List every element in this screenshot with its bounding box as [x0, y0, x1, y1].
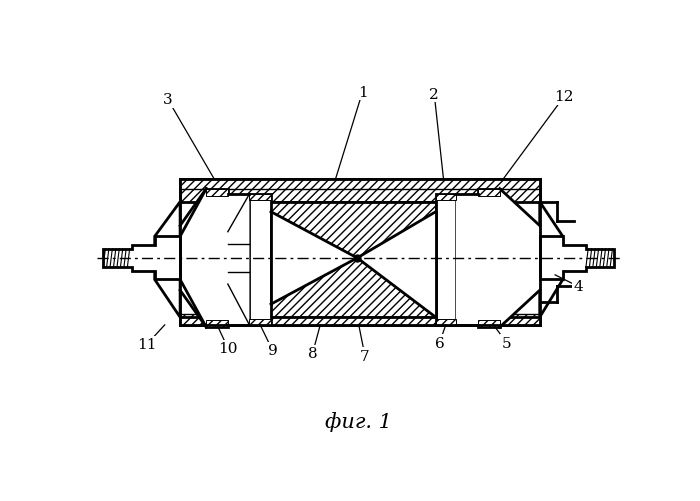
- Text: 12: 12: [554, 90, 574, 104]
- Polygon shape: [180, 189, 249, 328]
- Polygon shape: [180, 315, 540, 325]
- Text: 11: 11: [137, 338, 157, 351]
- Polygon shape: [249, 194, 271, 325]
- Polygon shape: [478, 320, 500, 328]
- Polygon shape: [103, 237, 180, 280]
- Text: 8: 8: [308, 347, 317, 361]
- Text: 6: 6: [435, 336, 444, 350]
- Polygon shape: [478, 189, 500, 328]
- Polygon shape: [206, 320, 228, 328]
- Text: 7: 7: [360, 349, 370, 363]
- Polygon shape: [271, 259, 435, 318]
- Polygon shape: [206, 189, 228, 197]
- Text: 10: 10: [218, 341, 237, 355]
- Polygon shape: [180, 202, 540, 318]
- Polygon shape: [540, 202, 563, 318]
- Text: фиг. 1: фиг. 1: [326, 411, 392, 431]
- Polygon shape: [206, 189, 228, 328]
- Polygon shape: [435, 194, 456, 325]
- Polygon shape: [155, 202, 180, 318]
- Polygon shape: [435, 319, 456, 325]
- Text: 3: 3: [163, 93, 173, 107]
- Polygon shape: [249, 319, 271, 325]
- Polygon shape: [456, 189, 540, 328]
- Polygon shape: [249, 194, 271, 201]
- Polygon shape: [180, 179, 540, 325]
- Polygon shape: [478, 189, 500, 197]
- Text: 9: 9: [267, 344, 277, 358]
- Polygon shape: [271, 202, 435, 259]
- Polygon shape: [540, 237, 615, 280]
- Polygon shape: [271, 212, 435, 318]
- Text: 4: 4: [573, 280, 583, 294]
- Polygon shape: [271, 212, 435, 318]
- Text: 1: 1: [358, 85, 368, 99]
- Polygon shape: [435, 194, 456, 201]
- Text: 5: 5: [502, 336, 512, 350]
- Text: 2: 2: [429, 88, 439, 102]
- Polygon shape: [180, 179, 540, 190]
